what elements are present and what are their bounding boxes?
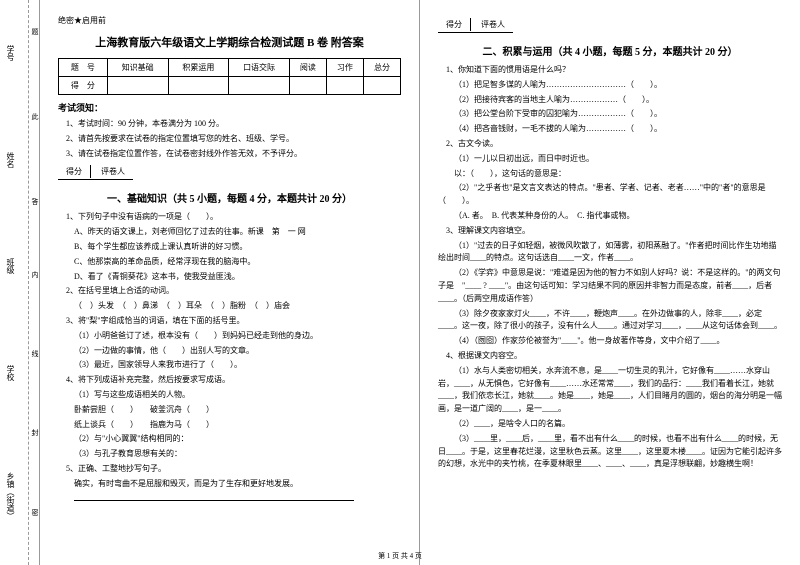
q: 确实，有时弯曲不是屈服和毁灭，而是为了生存和更好地发展。 [58,478,401,491]
margin-label: 乡镇（街道） [5,472,16,520]
q: （1）把足智多谋的人喻为…………………………（ ）。 [438,79,782,92]
q: （A. 者。 B. 代表某种身份的人。 C. 指代事或物。 [438,210,782,223]
th: 积累运用 [168,59,229,77]
seal-line [28,0,29,565]
q: （3）把公堂台阶下受审的囚犯喻为………………（ ）。 [438,108,782,121]
q: （1）一儿以日初出远，而日中时近也。 [438,153,782,166]
q: （1）小明爸爸订了述，根本没有（ ）到妈妈已经走到他的身边。 [58,330,401,343]
td [326,77,363,95]
q: （3）除夕夜家家灯火____，不许____，鞭炮声____。在外边做事的人，除非… [438,308,782,334]
score-table: 题 号 知识基础 积累运用 口语交际 阅读 习作 总分 得 分 [58,58,401,95]
q: （3）最近，国家领导人来我市进行了（ ）。 [58,359,401,372]
q: （2）"之乎者也"是文言文表达的特点。"患者、学者、记者、老者……"中的"者"的… [438,182,782,208]
notice-item: 3、请在试卷指定位置作答，在试卷密封线外作答无效，不予评分。 [58,148,401,161]
q: （2）一边做的事情，他（ ）出别人写的文章。 [58,345,401,358]
th: 口语交际 [229,59,290,77]
left-column: 绝密★启用前 上海教育版六年级语文上学期综合检测试题 B 卷 附答案 题 号 知… [40,0,420,565]
exam-title: 上海教育版六年级语文上学期综合检测试题 B 卷 附答案 [58,34,401,50]
td [363,77,400,95]
binding-margin: 学号 姓名 班级 学校 乡镇（街道） 题 此 答 内 线 封 密 [0,0,40,565]
th: 阅读 [289,59,326,77]
margin-label: 学号 [5,45,16,61]
td [229,77,290,95]
q: 4、将下列成语补充完整，然后按要求写成语。 [58,374,401,387]
section1-title: 一、基础知识（共 5 小题，每题 4 分，本题共计 20 分） [58,190,401,205]
q: 2、古文今读。 [438,138,782,151]
scorer-label: 评卷人 [93,165,133,178]
scorer-box: 得分 评卷人 [58,166,133,180]
q: 卧薪尝胆（ ） 破釜沉舟（ ） [58,404,401,417]
q: （ ）头发 （ ）鼻涕 （ ）耳朵 （ ）脂粉 （ ）庙会 [58,300,401,313]
q: 3、理解课文内容填空。 [438,225,782,238]
q: C、他那崇高的革命品质，经常浮现在我的脑海中。 [58,256,401,269]
td [107,77,168,95]
q: 4、根据课文内容空。 [438,350,782,363]
th: 知识基础 [107,59,168,77]
section2-title: 二、积累与运用（共 4 小题，每题 5 分，本题共计 20 分） [438,43,782,58]
scorer-label: 评卷人 [473,18,513,31]
th: 总分 [363,59,400,77]
td [168,77,229,95]
q: （4）（囫囵）作家莎伦被誉为"____"。他一身故著作等身，文中介绍了____。 [438,335,782,348]
td [289,77,326,95]
secret-label: 绝密★启用前 [58,15,401,26]
q: （2）《学弈》中意思是说："难道是因为他的智力不如别人好吗？说：不是这样的。"的… [438,267,782,305]
seal-char: 此 [30,113,40,120]
q: A、昨天的语文课上，刘老师回忆了过去的往事。新课 第 一 网 [58,226,401,239]
q: 纸上谈兵（ ） 指鹿为马（ ） [58,419,401,432]
notice-item: 1、考试时间：90 分钟，本卷满分为 100 分。 [58,118,401,131]
q: 1、你知道下面的惯用语是什么吗？ [438,64,782,77]
seal-char: 封 [30,429,40,436]
scorer-label: 得分 [438,18,471,31]
q: （1）"过去的日子如轻烟，被微风吹散了，如薄雾，初阳蒸融了。"作者把时间比作生功… [438,240,782,266]
margin-label: 姓名 [5,152,16,168]
q: 5、正确、工整地抄写句子。 [58,463,401,476]
margin-label: 学校 [5,365,16,381]
margin-label: 班级 [5,258,16,274]
page-footer: 第 1 页 共 4 页 [0,551,800,561]
q: B、每个学生都应该养成上课认真听讲的好习惯。 [58,241,401,254]
notice-item: 2、请首先按要求在试卷的指定位置填写您的姓名、班级、学号。 [58,133,401,146]
q: 1、下列句子中没有语病的一项是（ ）。 [58,211,401,224]
q: D、看了《青铜葵花》这本书，使我受益匪浅。 [58,271,401,284]
td: 得 分 [59,77,108,95]
seal-char: 密 [30,509,40,516]
q: 以：（ ），这句话的意思是： [438,168,782,181]
scorer-box: 得分 评卷人 [438,19,513,33]
q: （2）与"小心翼翼"结构相同的： [58,433,401,446]
q: （3）____里，____后，____里，看不出有什么____的时候，也看不出有… [438,433,782,471]
seal-char: 内 [30,271,40,278]
th: 题 号 [59,59,108,77]
q: 3、将"梨"字组成恰当的词语，填在下面的括号里。 [58,315,401,328]
seal-char: 线 [30,350,40,357]
q: （4）把吝啬钱财，一毛不拔的人喻为……………（ ）。 [438,123,782,136]
scorer-label: 得分 [58,165,91,178]
q: （1）写与这些成语相关的人物。 [58,389,401,402]
q: （2）把接待宾客的当地主人喻为………………（ ）。 [438,94,782,107]
right-column: 得分 评卷人 二、积累与运用（共 4 小题，每题 5 分，本题共计 20 分） … [420,0,800,565]
seal-char: 答 [30,198,40,205]
q: （3）与孔子教育思想有关的： [58,448,401,461]
q: 2、在括号里填上合适的动词。 [58,285,401,298]
q: （2）____，是啥令人口的名篇。 [438,418,782,431]
notice-heading: 考试须知： [58,101,401,114]
th: 习作 [326,59,363,77]
seal-char: 题 [30,28,40,35]
blank-line [58,493,401,506]
q: （1）水与人类密切相关，水奔流不息，是____一切生灵的乳汁，它好像有____…… [438,365,782,416]
